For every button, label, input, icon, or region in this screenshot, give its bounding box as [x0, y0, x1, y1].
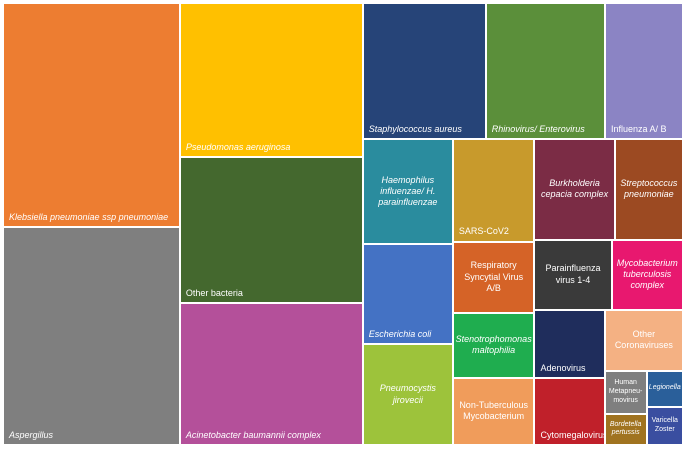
cell-label: Non-Tuberculous Mycobacterium [459, 400, 529, 422]
treemap-cell: Respiratory Syncytial Virus A/B [452, 241, 535, 313]
treemap-cell: Acinetobacter baumannii complex [179, 302, 363, 445]
cell-label: Burkholderia cepacia complex [541, 178, 609, 200]
treemap-cell: Influenza A/ B [604, 3, 683, 139]
cell-label: Haemophilus influenzae/ H. parainfluenza… [378, 174, 438, 208]
cell-label: Pseudomonas aeruginosa [185, 141, 291, 152]
treemap-cell: Legionella [646, 370, 683, 407]
cell-label: Adenovirus [540, 362, 586, 373]
treemap-cell: Klebsiella pneumoniae ssp pneumoniae [3, 3, 180, 227]
cell-label: Respiratory Syncytial Virus A/B [464, 260, 524, 293]
cell-label: Varicella Zoster [651, 417, 678, 433]
cell-label: Other bacteria [185, 287, 243, 298]
treemap-cell: Haemophilus influenzae/ H. parainfluenza… [362, 138, 453, 245]
treemap-cell: Varicella Zoster [646, 406, 683, 445]
cell-label: Staphylococcus aureus [368, 123, 462, 134]
treemap-cell: Mycobacterium tuberculosis complex [611, 239, 683, 310]
treemap-cell: Escherichia coli [362, 244, 453, 345]
cell-label: Klebsiella pneumoniae ssp pneumoniae [9, 211, 169, 222]
treemap-cell: Staphylococcus aureus [362, 3, 486, 139]
treemap-cell: Cytomegalovirus [534, 378, 605, 445]
cell-label: Other Coronaviruses [614, 329, 673, 351]
cell-label: Mycobacterium tuberculosis complex [616, 257, 678, 291]
cell-label: Escherichia coli [368, 328, 432, 339]
treemap-cell: Pneumocystis jirovecii [362, 344, 453, 445]
treemap-cell: Aspergillus [3, 226, 180, 445]
treemap-cell: Burkholderia cepacia complex [534, 138, 615, 240]
treemap-cell: Rhinovirus/ Enterovirus [485, 3, 605, 139]
cell-label: Aspergillus [9, 429, 54, 440]
cell-label: Stenotrophomonas maltophilia [455, 333, 532, 356]
treemap-cell: Adenovirus [534, 309, 605, 379]
treemap-cell: Other bacteria [179, 157, 363, 303]
treemap-cell: Streptococcus pneumoniae [614, 138, 683, 240]
cell-label: Bordetella pertussis [609, 420, 642, 437]
treemap-cell: Human Metapneu-movirus [604, 370, 647, 414]
treemap-cell: Stenotrophomonas maltophilia [452, 312, 535, 378]
cell-label: SARS-CoV2 [458, 226, 509, 237]
treemap-cell: Parainfluenza virus 1-4 [534, 239, 612, 310]
cell-label: Cytomegalovirus [540, 429, 605, 440]
cell-label: Streptococcus pneumoniae [620, 178, 678, 200]
cell-label: Parainfluenza virus 1-4 [545, 263, 601, 285]
cell-label: Human Metapneu-movirus [608, 379, 643, 404]
cell-label: Pneumocystis jirovecii [379, 383, 436, 405]
cell-label: Acinetobacter baumannii complex [185, 429, 321, 440]
treemap-cell: Pseudomonas aeruginosa [179, 3, 363, 158]
cell-label: Influenza A/ B [610, 123, 667, 134]
treemap-cell: Other Coronaviruses [604, 309, 683, 371]
treemap-cell: Bordetella pertussis [604, 413, 647, 445]
cell-label: Rhinovirus/ Enterovirus [491, 123, 585, 134]
cell-label: Legionella [648, 384, 681, 392]
treemap-cell: SARS-CoV2 [452, 138, 535, 242]
treemap-cell: Non-Tuberculous Mycobacterium [452, 377, 535, 445]
